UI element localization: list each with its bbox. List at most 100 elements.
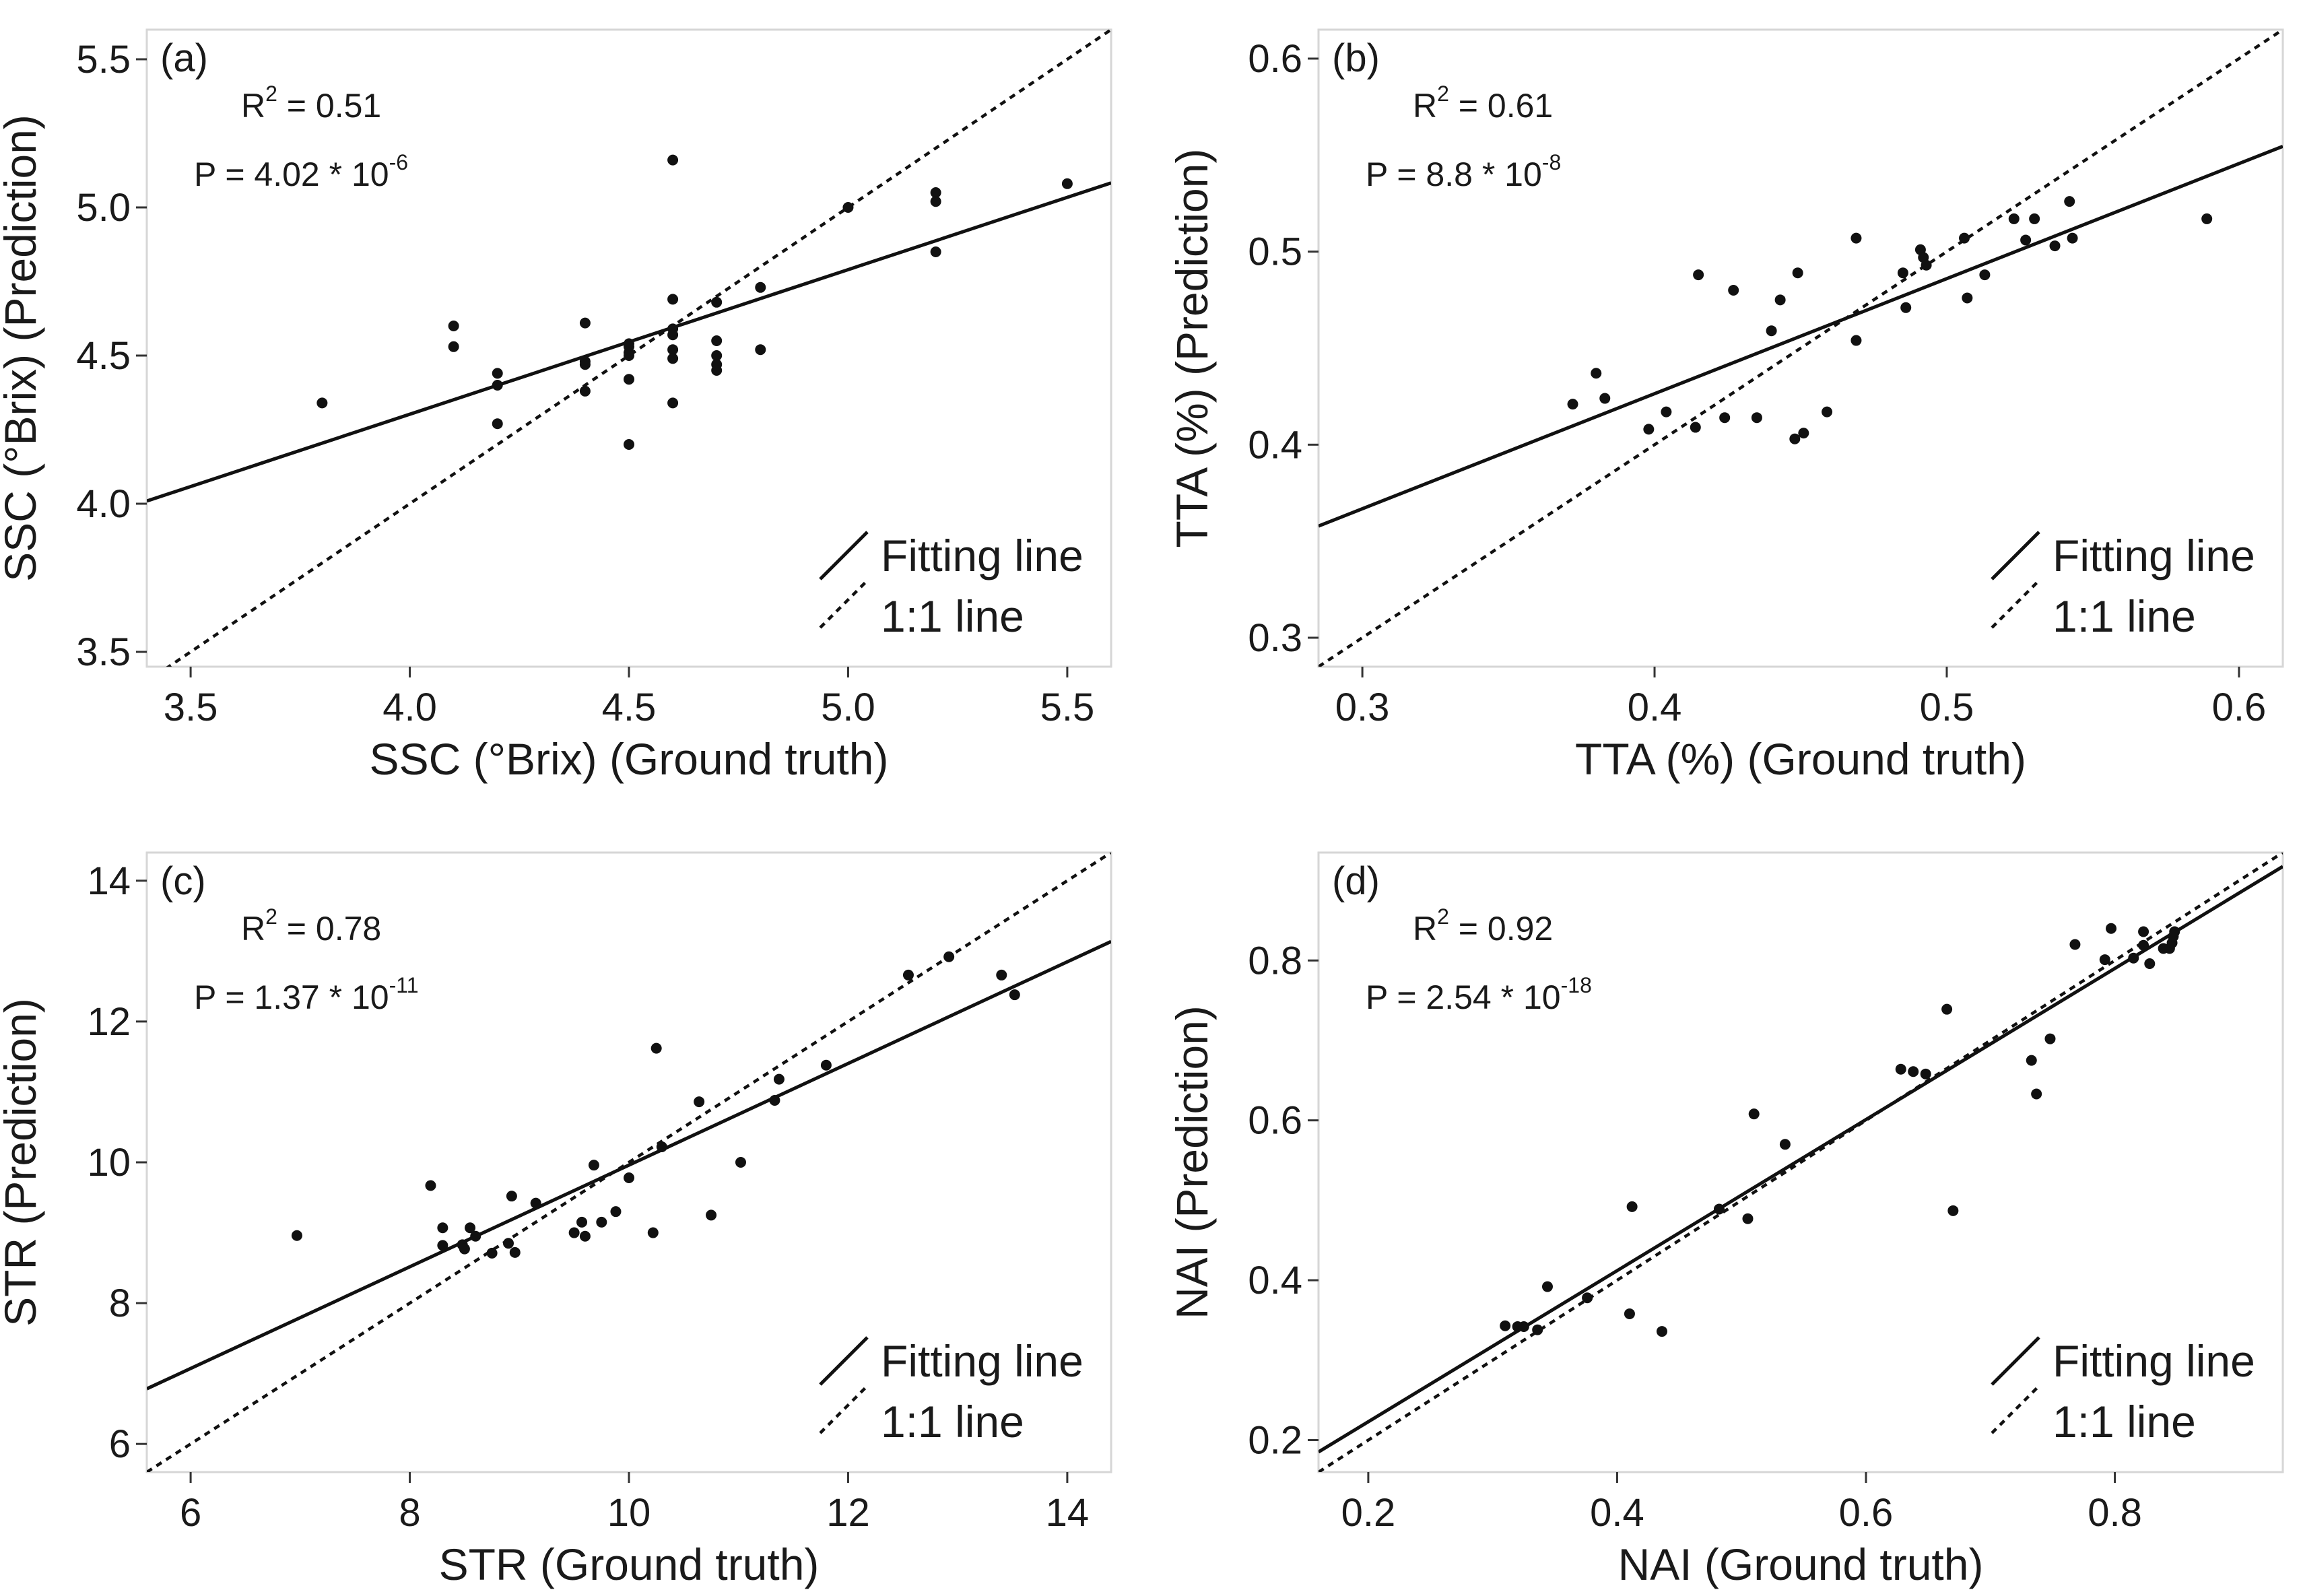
y-tick-label: 10 xyxy=(87,1141,131,1185)
x-tick-label: 4.0 xyxy=(382,686,437,729)
data-point xyxy=(2106,923,2117,934)
data-point xyxy=(437,1240,448,1251)
data-point xyxy=(1908,1066,1919,1077)
data-point xyxy=(291,1230,302,1241)
y-tick-label: 0.2 xyxy=(1248,1419,1302,1463)
data-point xyxy=(651,1042,662,1054)
y-tick-label: 14 xyxy=(87,859,131,903)
scatter-points xyxy=(291,951,1020,1259)
reference-lines xyxy=(1319,30,2283,667)
panel-label: (a) xyxy=(160,36,208,80)
data-point xyxy=(1798,428,1809,439)
data-point xyxy=(820,1059,832,1071)
legend-dashed-swatch xyxy=(819,579,869,629)
legend-solid-swatch xyxy=(1991,1336,2040,1386)
data-point xyxy=(596,1216,607,1228)
y-tick-label: 0.4 xyxy=(1248,1259,1302,1302)
data-point xyxy=(1748,1108,1760,1120)
scatter-points xyxy=(1567,196,2213,444)
data-point xyxy=(579,1230,591,1242)
fitting-line xyxy=(147,939,1111,1391)
data-point xyxy=(1500,1320,1511,1331)
x-tick-label: 0.6 xyxy=(1839,1491,1894,1535)
data-point xyxy=(2067,232,2078,244)
y-tick-label: 0.8 xyxy=(1248,939,1302,983)
data-point xyxy=(755,281,766,293)
data-point xyxy=(1920,1068,1931,1079)
data-point xyxy=(706,1209,717,1221)
x-tick-label: 0.5 xyxy=(1920,686,1974,729)
y-axis-title: SSC (°Brix) (Prediction) xyxy=(0,114,45,582)
x-axis-title: STR (Ground truth) xyxy=(439,1539,820,1589)
panel-b: 0.3 0.4 0.5 0.6 0.3 0.4 0.5 0.6 TTA (%) (Ground … xyxy=(1167,28,2284,784)
data-point xyxy=(1541,1281,1553,1292)
x-tick-label: 8 xyxy=(399,1491,420,1535)
y-tick-label: 12 xyxy=(87,1000,131,1044)
data-point xyxy=(694,1096,705,1108)
panel-c: 6 8 10 12 14 6 8 10 12 14 STR (Ground truth) STR (P… xyxy=(0,851,1112,1589)
data-point xyxy=(1897,267,1908,279)
data-point xyxy=(2099,954,2110,966)
x-tick-label: 4.5 xyxy=(602,686,657,729)
data-point xyxy=(2138,926,2149,937)
x-tick-label: 12 xyxy=(826,1491,870,1535)
plot-area-border xyxy=(1317,851,2284,1473)
identity-line xyxy=(1319,853,2283,1472)
data-point xyxy=(667,329,679,341)
data-point xyxy=(1532,1324,1543,1335)
data-point xyxy=(1061,178,1073,189)
data-point xyxy=(1009,989,1020,1001)
y-tick-label: 0.5 xyxy=(1248,230,1302,274)
y-tick-label: 5.0 xyxy=(76,186,131,230)
x-tick-label: 0.2 xyxy=(1341,1491,1396,1535)
x-tick-label: 0.4 xyxy=(1628,686,1682,729)
y-axis-title: TTA (%) (Prediction) xyxy=(1167,149,1217,548)
data-point xyxy=(842,202,854,213)
data-point xyxy=(2049,240,2061,252)
data-point xyxy=(711,335,723,346)
x-tick-label: 3.5 xyxy=(164,686,218,729)
data-point xyxy=(624,350,634,361)
x-tick-label: 0.3 xyxy=(1335,686,1390,729)
data-point xyxy=(1693,269,1704,281)
plot-area-border xyxy=(1317,28,2284,668)
data-point xyxy=(1719,412,1731,424)
data-point xyxy=(1591,368,1602,379)
panel-label: (c) xyxy=(160,859,206,903)
legend-identity-line-label: 1:1 line xyxy=(2053,1397,2196,1447)
panel-d: 0.2 0.4 0.6 0.8 0.2 0.4 0.6 0.8 NAI (Ground trut… xyxy=(1167,851,2284,1589)
data-point xyxy=(2044,1033,2056,1044)
data-point xyxy=(1779,1139,1791,1150)
fitting-line xyxy=(1319,144,2283,528)
data-point xyxy=(1962,292,1973,304)
data-point xyxy=(1751,412,1762,424)
data-point xyxy=(2169,926,2180,937)
y-tick-label: 0.6 xyxy=(1248,1099,1302,1143)
data-point xyxy=(1792,267,1803,279)
data-point xyxy=(2031,1088,2042,1100)
data-point xyxy=(448,321,459,331)
p-value-text: P = 8.8 * 10-8 xyxy=(1366,150,1561,193)
r-squared-text: R2 = 0.92 xyxy=(1413,904,1553,947)
data-point xyxy=(930,187,941,198)
data-point xyxy=(624,439,634,450)
x-tick-label: 0.6 xyxy=(2212,686,2267,729)
data-point xyxy=(1979,269,1991,281)
data-point xyxy=(492,418,503,430)
data-point xyxy=(711,296,723,308)
data-point xyxy=(656,1141,667,1152)
data-point xyxy=(579,385,591,397)
data-point xyxy=(1599,393,1611,404)
y-tick-label: 0.4 xyxy=(1248,423,1302,467)
panel-label: (d) xyxy=(1332,859,1380,903)
data-point xyxy=(437,1222,448,1234)
data-point xyxy=(755,344,766,356)
data-point xyxy=(1850,335,1862,346)
data-point xyxy=(624,374,634,385)
data-point xyxy=(1774,294,1786,306)
data-point xyxy=(2201,213,2213,224)
data-point xyxy=(610,1206,622,1218)
panel-label: (b) xyxy=(1332,36,1380,80)
legend: Fitting line 1:1 line xyxy=(819,531,1083,641)
data-point xyxy=(1941,1003,1953,1015)
